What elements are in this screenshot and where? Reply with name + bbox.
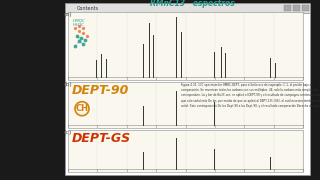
Bar	[284, 5, 291, 11]
Point	[80, 32, 85, 35]
Point	[75, 35, 80, 38]
Bar	[293, 5, 300, 11]
Text: Figura 4.32. 13C spectrum for HMBC-DEPT, para el bicloruro de isopropilo. C-1, e: Figura 4.32. 13C spectrum for HMBC-DEPT,…	[181, 83, 320, 108]
Bar	[65, 13, 310, 175]
Point	[76, 25, 82, 28]
Text: CH: CH	[76, 104, 89, 113]
Text: (a): (a)	[63, 12, 72, 17]
Text: (b): (b)	[63, 82, 72, 87]
Text: HMQC
HSQC: HMQC HSQC	[73, 18, 86, 27]
Bar	[68, 130, 303, 172]
Bar	[302, 5, 309, 11]
Point	[80, 27, 85, 30]
Bar	[65, 3, 310, 13]
Text: RMnC13   espectros: RMnC13 espectros	[150, 0, 235, 8]
Point	[72, 45, 77, 48]
Point	[80, 43, 85, 46]
Point	[76, 40, 82, 43]
Text: DEPT-GS: DEPT-GS	[72, 132, 131, 145]
Text: DEPT-90: DEPT-90	[72, 84, 129, 97]
Point	[78, 37, 84, 40]
Point	[72, 27, 77, 30]
Point	[83, 39, 88, 42]
Text: Contents: Contents	[77, 6, 99, 10]
Bar	[68, 12, 303, 80]
Bar	[68, 82, 303, 128]
Point	[84, 35, 90, 38]
Text: (c): (c)	[63, 130, 71, 135]
Point	[76, 30, 82, 33]
